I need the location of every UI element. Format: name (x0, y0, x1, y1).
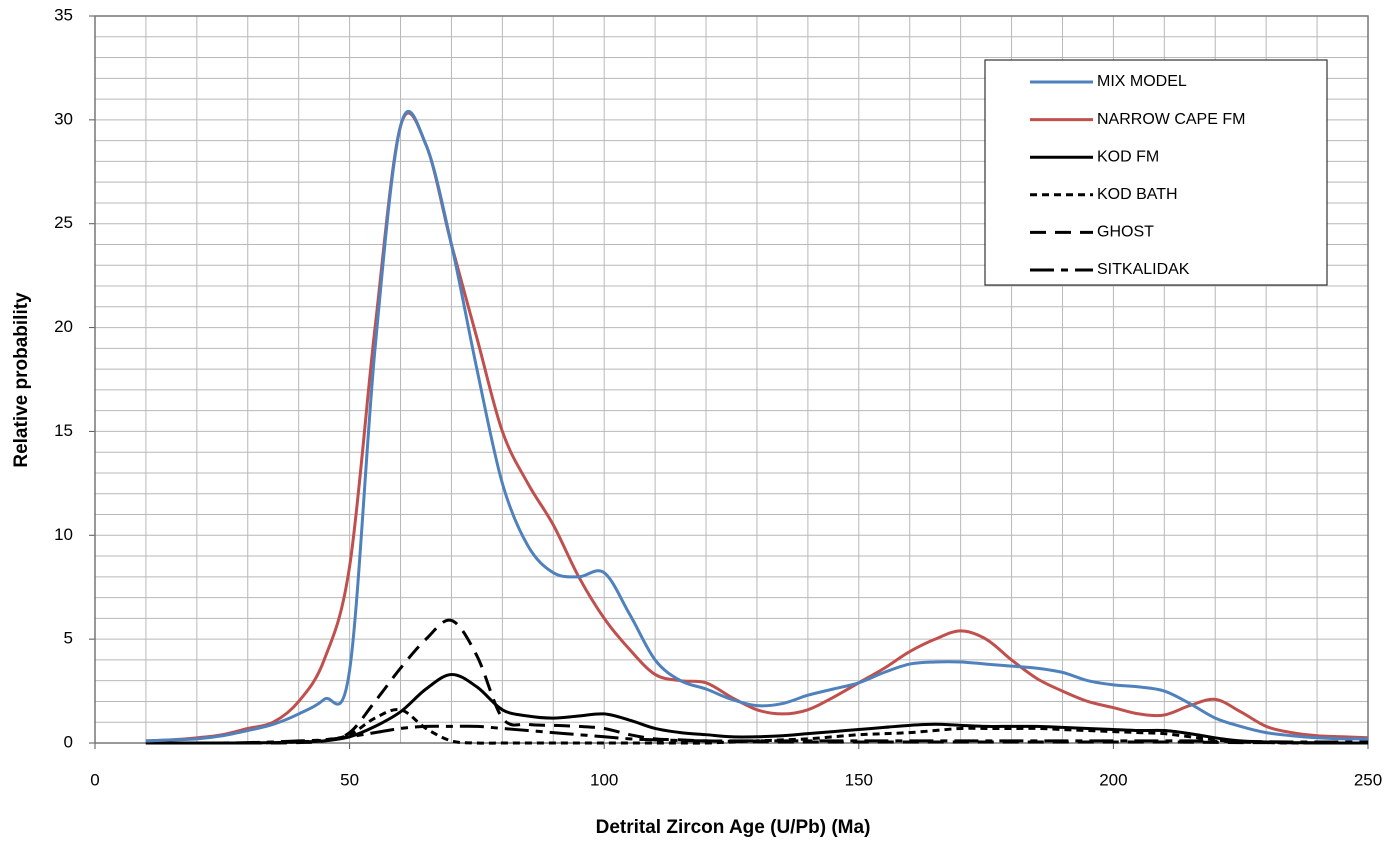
y-tick-label: 35 (54, 5, 73, 24)
series-line (145, 111, 1369, 743)
legend: MIX MODEL NARROW CAPE FM KOD FM KOD BATH GHO… (984, 59, 1328, 286)
x-axis-title: Detrital Zircon Age (U/Pb) (Ma) (596, 817, 871, 838)
x-tick-label: 200 (1099, 770, 1127, 789)
legend-box (984, 59, 1328, 286)
x-tick-label: 150 (845, 770, 873, 789)
y-axis-title: Relative probability (11, 292, 32, 468)
y-tick-label: 15 (54, 421, 73, 440)
legend-label: NARROW CAPE FM (1097, 111, 1245, 128)
y-tick-label: 0 (64, 732, 73, 751)
legend-label: KOD FM (1097, 148, 1159, 165)
y-tick-label: 5 (64, 629, 73, 648)
series-line (145, 672, 1368, 745)
x-tick-label: 50 (340, 770, 359, 789)
y-tick-label: 20 (54, 317, 73, 336)
x-tick-label: 250 (1354, 770, 1382, 789)
series-line (145, 707, 1368, 745)
x-tick-label: 0 (90, 770, 99, 789)
legend-label: KOD BATH (1097, 186, 1178, 203)
y-tick-label: 30 (54, 109, 73, 128)
series-line (145, 109, 1369, 743)
y-tick-label: 25 (54, 213, 73, 232)
x-tick-label: 100 (590, 770, 618, 789)
y-tick-label: 10 (54, 525, 73, 544)
legend-label: GHOST (1097, 224, 1154, 241)
legend-label: SITKALIDAK (1097, 261, 1190, 278)
legend-label: MIX MODEL (1097, 73, 1187, 90)
